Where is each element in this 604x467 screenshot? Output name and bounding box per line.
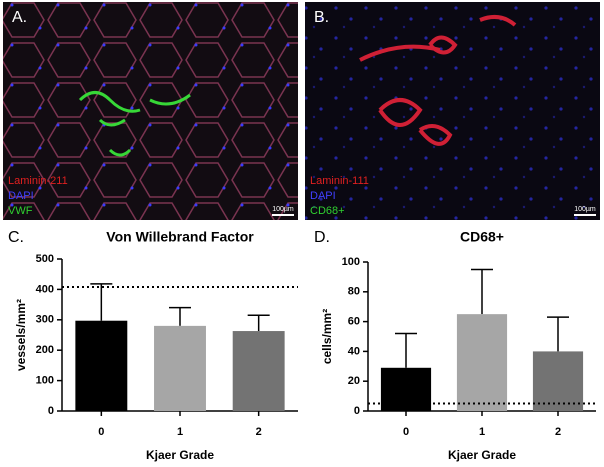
chart-title: Von Willebrand Factor — [106, 229, 254, 245]
panel-label: D. — [314, 229, 330, 246]
y-tick-label: 20 — [348, 375, 360, 387]
x-tick-label: 1 — [177, 426, 183, 438]
y-tick-label: 40 — [348, 345, 360, 357]
y-axis-label: cells/mm² — [320, 309, 334, 364]
legend-text: DAPI — [8, 190, 34, 202]
panel-label: B. — [314, 9, 329, 26]
legend-text: VWF — [8, 205, 33, 217]
bar — [456, 314, 508, 411]
x-tick-label: 0 — [403, 426, 409, 438]
y-tick-label: 300 — [36, 314, 54, 326]
y-tick-label: 400 — [36, 283, 54, 295]
legend-text: CD68+ — [310, 205, 345, 217]
image-a: A. Laminin-211 DAPI VWF 100µm — [3, 2, 298, 220]
y-tick-label: 0 — [354, 405, 360, 417]
scale-label: 100µm — [272, 206, 294, 213]
x-tick-label: 2 — [555, 426, 561, 438]
legend-text: Laminin-211 — [8, 175, 68, 187]
y-tick-label: 0 — [48, 405, 54, 417]
legend-text: Laminin-111 — [310, 175, 369, 187]
y-tick-label: 100 — [342, 256, 360, 268]
bar — [532, 351, 584, 411]
y-axis-label: vessels/mm² — [14, 299, 28, 371]
bar — [75, 320, 128, 411]
legend-text: DAPI — [310, 190, 336, 202]
y-tick-label: 100 — [36, 375, 54, 387]
scale-label: 100µm — [574, 206, 596, 213]
panel-label: A. — [12, 9, 27, 26]
image-b: B. Laminin-111 DAPI CD68+ 100µm — [305, 2, 600, 220]
panel-label: C. — [8, 229, 24, 246]
bar — [232, 331, 285, 411]
chart-title: CD68+ — [460, 229, 504, 245]
y-tick-label: 60 — [348, 316, 360, 328]
y-tick-label: 80 — [348, 286, 360, 298]
y-tick-label: 200 — [36, 344, 54, 356]
y-tick-label: 500 — [36, 253, 54, 265]
x-tick-label: 2 — [256, 426, 262, 438]
x-tick-label: 0 — [98, 426, 104, 438]
x-axis-label: Kjaer Grade — [146, 448, 214, 462]
x-axis-label: Kjaer Grade — [448, 448, 516, 462]
x-tick-label: 1 — [479, 426, 485, 438]
bar — [154, 325, 206, 411]
